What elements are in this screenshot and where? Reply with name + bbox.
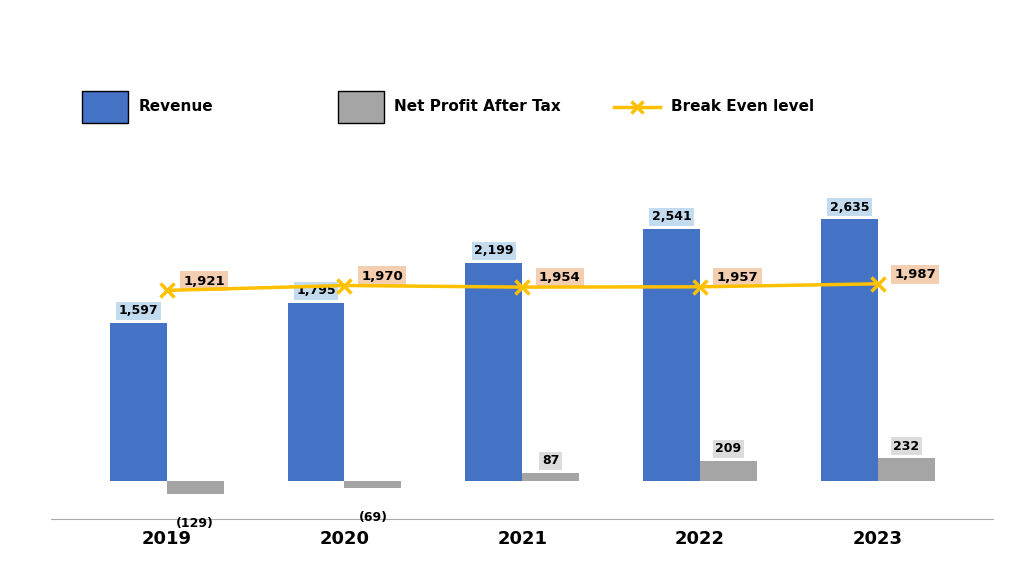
Text: 1,957: 1,957 (717, 271, 759, 284)
Bar (878, 458, 935, 481)
Text: 1,987: 1,987 (894, 268, 936, 281)
Bar (110, 323, 167, 481)
Text: 1,795: 1,795 (296, 284, 336, 297)
Text: 2,635: 2,635 (829, 201, 869, 214)
Text: 1,921: 1,921 (183, 275, 225, 287)
Text: 87: 87 (542, 454, 559, 467)
Bar (167, 481, 223, 494)
Text: (69): (69) (358, 511, 387, 523)
Bar (522, 473, 580, 481)
Text: 2,199: 2,199 (474, 244, 514, 257)
Text: Net Profit After Tax: Net Profit After Tax (394, 99, 561, 114)
Text: Break Even level: Break Even level (671, 99, 814, 114)
Text: Revenue: Revenue (138, 99, 213, 114)
Bar (465, 263, 522, 481)
Text: 232: 232 (893, 440, 920, 453)
Bar (344, 481, 401, 488)
Text: 2,541: 2,541 (651, 210, 691, 223)
Text: (129): (129) (176, 516, 214, 530)
Bar (700, 460, 757, 481)
Bar (821, 219, 878, 481)
Text: Break Even Chart ($’000): Break Even Chart ($’000) (353, 36, 671, 56)
FancyBboxPatch shape (338, 91, 384, 123)
Text: 209: 209 (716, 442, 741, 455)
Text: 1,597: 1,597 (119, 304, 158, 317)
Bar (288, 303, 344, 481)
Text: 1,970: 1,970 (361, 269, 402, 283)
Bar (643, 228, 700, 481)
FancyBboxPatch shape (82, 91, 128, 123)
Text: 1,954: 1,954 (539, 271, 581, 284)
